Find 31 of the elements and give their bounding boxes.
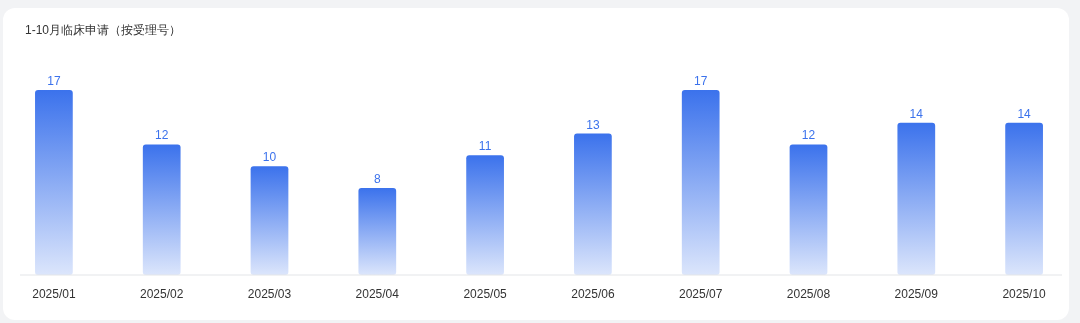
data-label: 17: [694, 74, 708, 88]
bar: [789, 144, 828, 275]
x-tick-label: 2025/06: [571, 287, 615, 301]
x-tick-label: 2025/05: [463, 287, 508, 301]
data-label: 14: [1017, 106, 1032, 121]
chart-title: 1-10月临床申请（按受理号）: [25, 23, 182, 37]
x-tick-label: 2025/08: [786, 287, 831, 301]
data-label: 11: [478, 139, 492, 154]
data-label: 17: [47, 74, 61, 88]
x-tick-label: 2025/04: [355, 287, 400, 301]
bar: [35, 90, 73, 275]
x-tick-label: 2025/03: [247, 287, 292, 301]
data-label: 12: [155, 128, 169, 143]
x-tick-label: 2025/07: [679, 287, 723, 301]
bar: [250, 166, 289, 275]
x-tick-label: 2025/09: [894, 287, 939, 301]
bar: [1005, 122, 1043, 275]
data-label: 13: [586, 117, 600, 132]
bar: [142, 144, 181, 275]
data-label: 10: [262, 150, 277, 165]
bar: [681, 90, 720, 275]
bar: [358, 187, 397, 275]
x-tick-label: 2025/10: [1002, 287, 1047, 301]
bar: [897, 122, 936, 275]
bar: [466, 155, 504, 275]
data-label: 12: [801, 128, 816, 143]
x-tick-label: 2025/01: [32, 287, 76, 301]
data-label: 8: [373, 171, 381, 186]
bar: [574, 133, 612, 275]
x-tick-label: 2025/02: [140, 287, 184, 301]
data-label: 14: [909, 106, 924, 121]
